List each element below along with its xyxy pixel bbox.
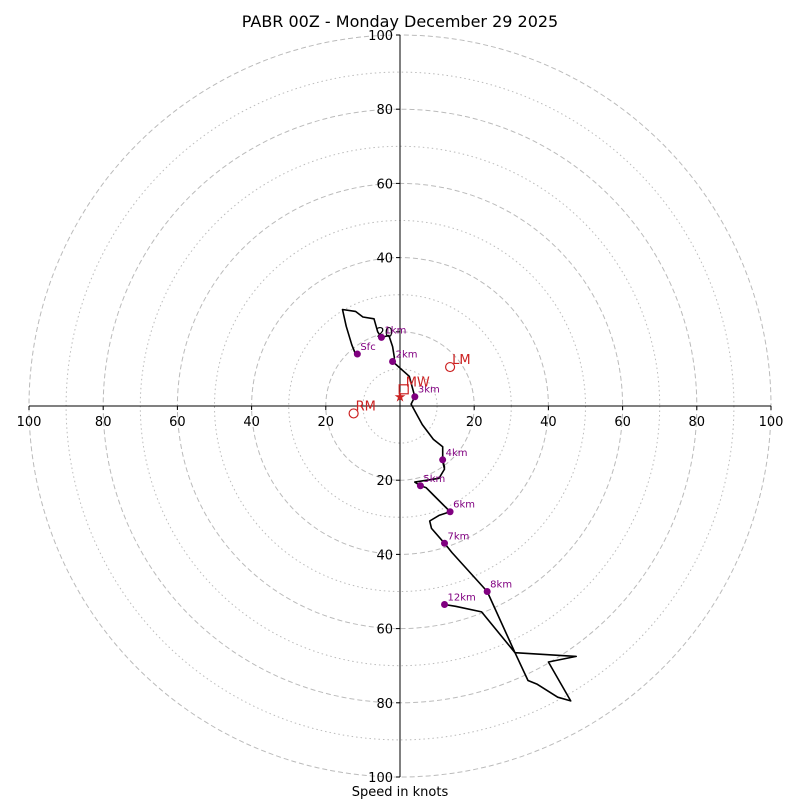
height-marker-dot	[389, 357, 397, 365]
height-marker-label: 8km	[490, 580, 512, 591]
height-marker-label: 4km	[446, 448, 468, 459]
x-tick-label: 40	[243, 415, 260, 430]
tick-labels: 100 80 60 40 20 20 40 60 80 100100806040202040608…	[17, 29, 784, 786]
y-tick-label: 60	[376, 177, 393, 192]
height-marker-label: 1km	[384, 325, 406, 336]
x-tick-label: 100	[759, 415, 784, 430]
y-tick-label: 80	[376, 103, 393, 118]
storm-motion-marker	[348, 408, 359, 419]
x-tick-label: 40	[540, 415, 557, 430]
height-marker-label: 12km	[448, 592, 476, 603]
y-tick-label: 40	[376, 548, 393, 563]
x-tick-label: 20	[318, 415, 335, 430]
chart-title: PABR 00Z - Monday December 29 2025	[242, 12, 558, 31]
x-tick-label: 60	[169, 415, 186, 430]
x-tick-label: 60	[614, 415, 631, 430]
deviant-motion-star: ★	[394, 390, 407, 406]
mean-wind-marker	[398, 384, 409, 395]
axes	[29, 35, 771, 777]
height-marker-dot	[439, 456, 447, 464]
y-tick-label: 40	[376, 252, 393, 267]
height-marker-label: 3km	[418, 385, 440, 396]
storm-motion-label: MW	[406, 375, 430, 390]
x-tick-label: 80	[689, 415, 706, 430]
y-tick-label: 80	[376, 697, 393, 712]
height-marker-dot	[411, 393, 419, 401]
height-marker-dot	[441, 539, 449, 547]
height-marker-label: 5km	[423, 474, 445, 485]
height-marker-label: 7km	[448, 531, 470, 542]
x-tick-label: 20	[466, 415, 483, 430]
height-markers: Sfc 1km 2km 3km 4km 5km 6km 7km 8km 12km	[353, 325, 512, 608]
height-marker-dot	[416, 482, 424, 490]
height-marker-dot	[441, 600, 449, 608]
x-tick-label: 80	[95, 415, 112, 430]
height-marker-dot	[446, 508, 454, 516]
storm-motion-label: RM	[356, 399, 376, 414]
y-tick-label: 100	[368, 29, 393, 44]
height-marker-dot	[377, 333, 385, 341]
height-marker-label: 6km	[453, 500, 475, 511]
y-tick-label: 20	[376, 474, 393, 489]
x-axis-label: Speed in knots	[352, 785, 449, 800]
storm-motion-label: LM	[452, 353, 470, 368]
x-tick-label: 100	[17, 415, 42, 430]
height-marker-label: Sfc	[360, 342, 375, 353]
height-marker-label: 2km	[396, 349, 418, 360]
y-tick-label: 60	[376, 623, 393, 638]
height-marker-dot	[483, 588, 491, 595]
storm-motion-markers: LM MW RM ★	[348, 353, 471, 419]
y-tick-label: 100	[368, 771, 393, 786]
storm-motion-marker	[444, 361, 456, 373]
height-marker-dot	[353, 350, 361, 358]
